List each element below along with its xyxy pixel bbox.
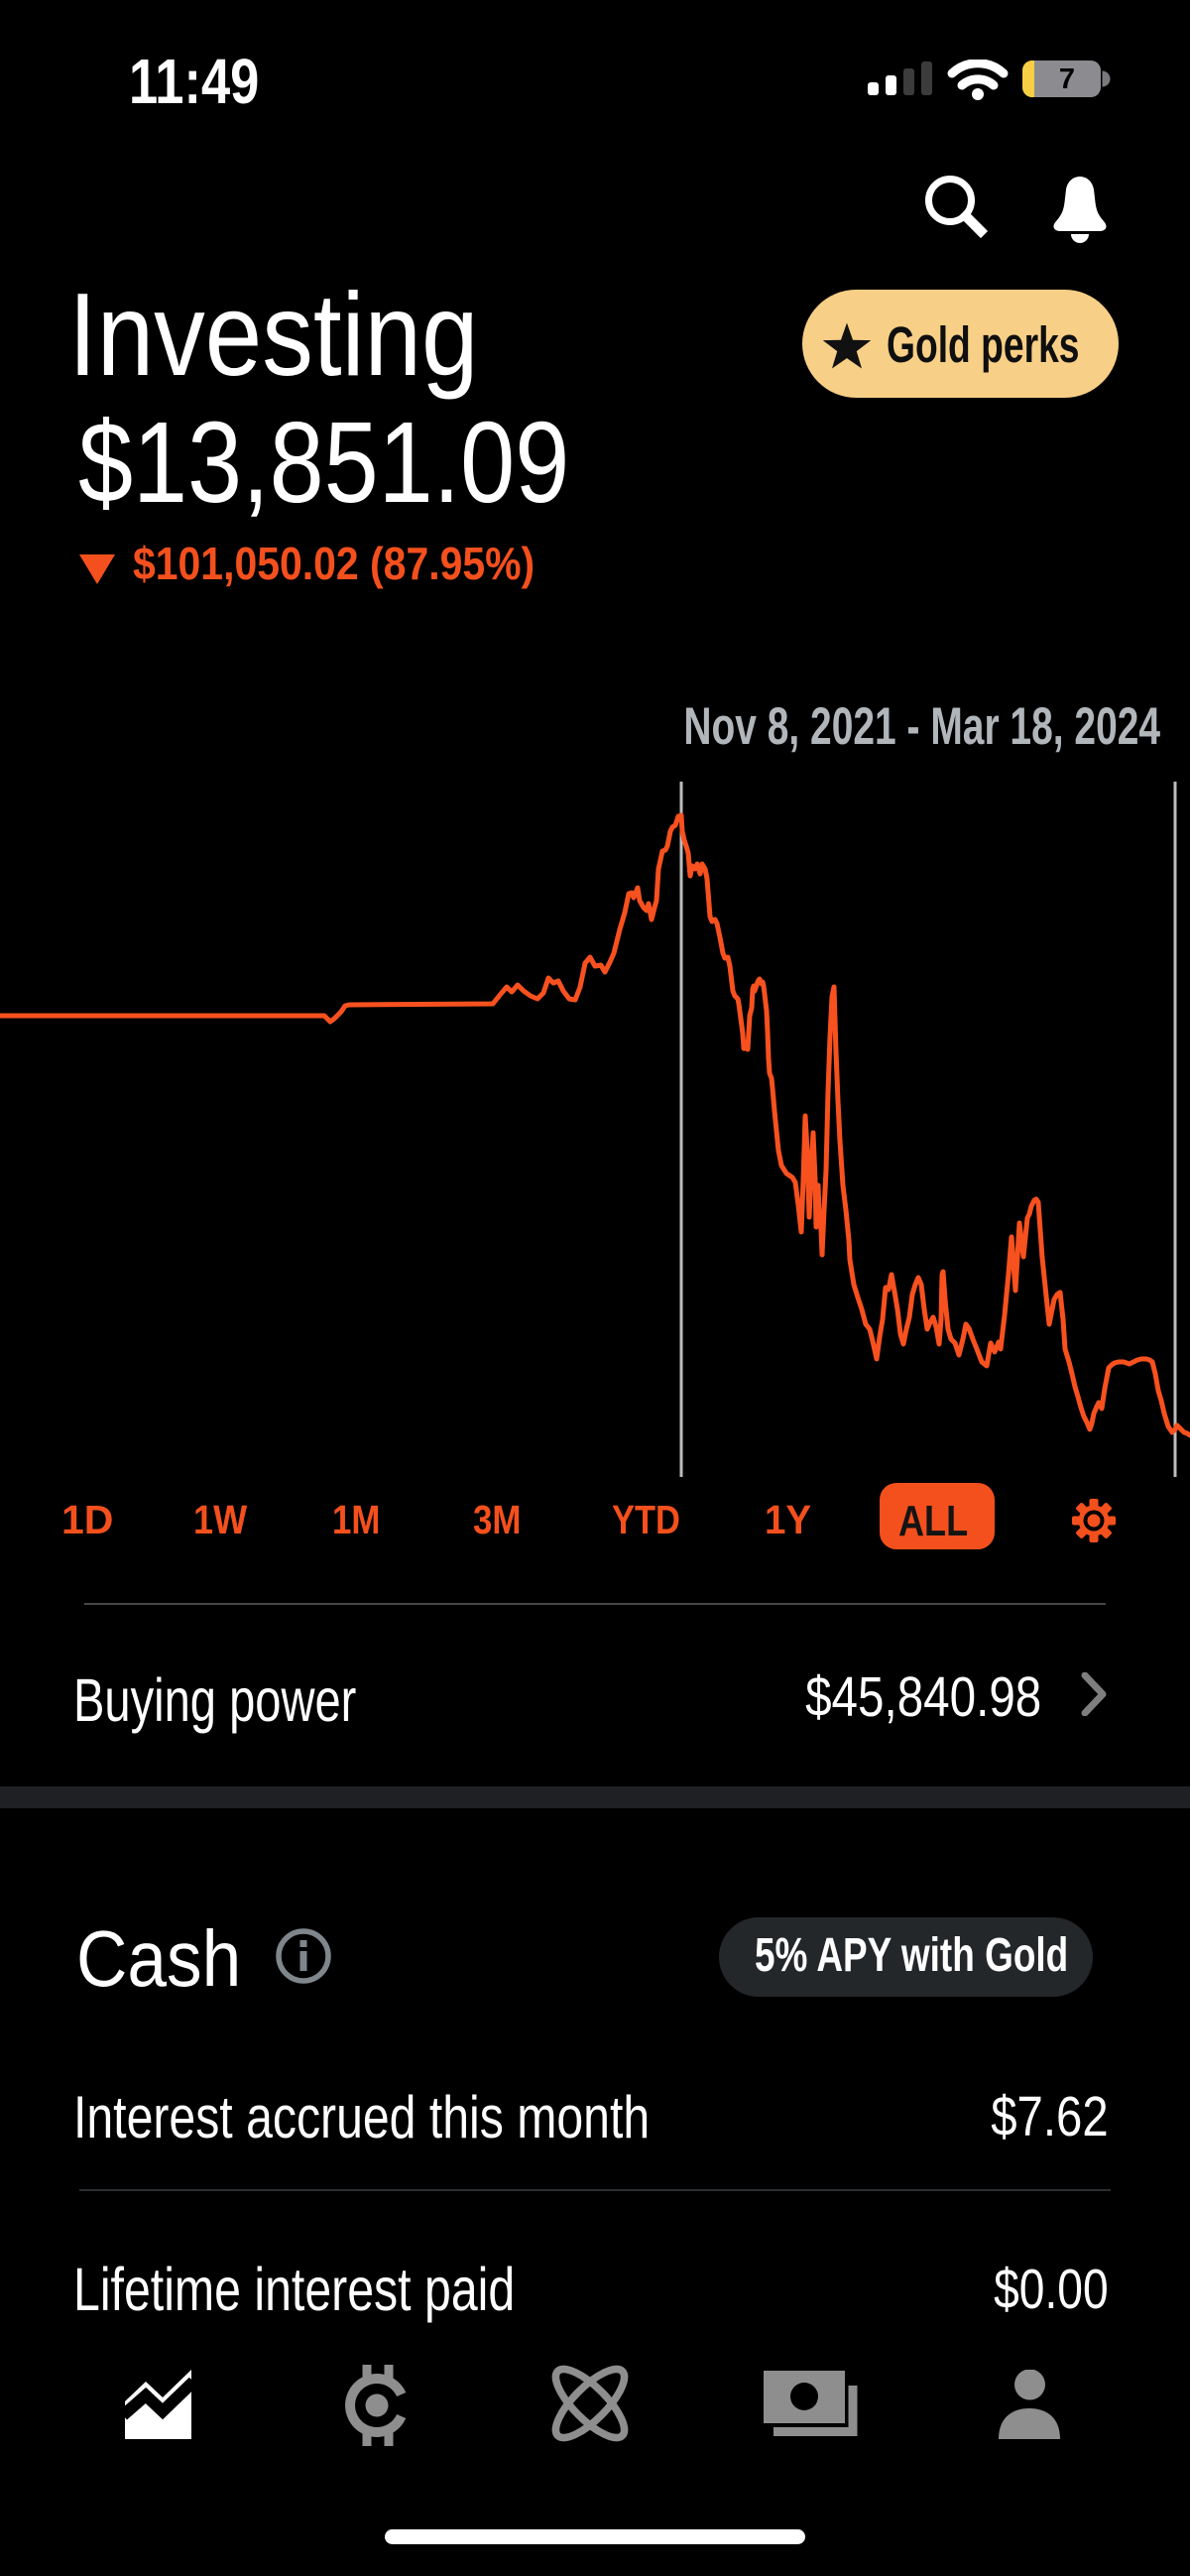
svg-text:7: 7 — [1059, 63, 1075, 95]
